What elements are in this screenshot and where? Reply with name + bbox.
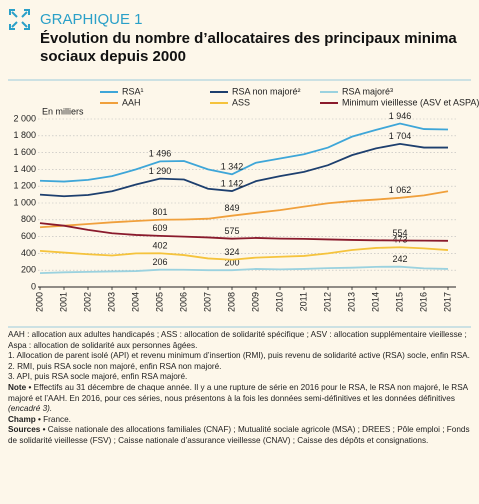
value-label: 402 [152, 241, 167, 251]
sources-text: Caisse nationale des allocations familia… [8, 425, 470, 445]
series-line [39, 142, 448, 198]
legend-label: RSA majoré³ [342, 86, 393, 96]
value-label: 575 [224, 226, 239, 236]
x-tick-label: 2016 [418, 292, 428, 312]
notes: AAH : allocation aux adultes handicapés … [8, 330, 471, 447]
x-tick-label: 2007 [202, 292, 212, 312]
abbreviations: AAH : allocation aux adultes handicapés … [8, 330, 467, 350]
x-tick-label: 2011 [298, 292, 308, 311]
note: Note • Effectifs au 31 décembre de chaqu… [8, 383, 471, 415]
x-tick-label: 2005 [154, 292, 164, 312]
champ-text: France. [43, 414, 71, 424]
x-tick-label: 2012 [322, 292, 332, 312]
x-tick-label: 2014 [370, 292, 380, 312]
value-label: 1 496 [149, 149, 172, 159]
x-tick-label: 2000 [34, 292, 44, 312]
x-tick-label: 2013 [346, 292, 356, 312]
x-tick-label: 2001 [58, 292, 68, 312]
y-tick-label: 1 400 [13, 164, 36, 174]
series-line [39, 122, 449, 183]
value-label: 801 [152, 207, 167, 217]
x-tick-label: 2009 [250, 292, 260, 312]
y-tick-label: 1 200 [13, 181, 36, 191]
series-line [39, 190, 449, 229]
legend-label: ASS [232, 97, 250, 107]
legend-label: RSA non majoré² [232, 86, 301, 96]
y-tick-label: 0 [31, 281, 36, 291]
series-line [39, 265, 449, 275]
title-box: Évolution du nombre d’allocataires des p… [40, 30, 457, 65]
value-label: 242 [392, 254, 407, 264]
y-tick-label: 1 800 [13, 130, 36, 140]
legend-label: RSA¹ [122, 86, 144, 96]
x-tick-label: 2008 [226, 292, 236, 312]
series-line [39, 246, 449, 261]
x-tick-label: 2003 [106, 292, 116, 312]
value-label: 1 142 [221, 178, 244, 188]
value-label: 1 290 [149, 166, 172, 176]
series-line [39, 222, 449, 242]
y-tick-label: 2 000 [13, 113, 36, 123]
sources-label: Sources • [8, 425, 46, 435]
footnote: 3. API, puis RSA socle majoré, enfin RSA… [8, 372, 188, 382]
chart-title: Évolution du nombre d’allocataires des p… [40, 30, 457, 65]
value-label: 1 342 [221, 162, 244, 172]
champ-label: Champ • [8, 414, 41, 424]
value-label: 206 [152, 257, 167, 267]
y-tick-label: 200 [21, 265, 36, 275]
y-axis-label: En milliers [42, 106, 84, 116]
y-tick-label: 600 [21, 231, 36, 241]
value-label: 849 [224, 203, 239, 213]
value-label: 554 [392, 228, 407, 238]
x-tick-label: 2004 [130, 292, 140, 312]
chart: GRAPHIQUE 1 Évolution du nombre d’alloca… [8, 9, 479, 328]
value-label: 324 [224, 247, 239, 257]
footnote: 2. RMI, puis RSA socle non majoré, enfin… [8, 361, 222, 371]
chart-label: GRAPHIQUE 1 [40, 11, 143, 28]
y-tick-label: 1 600 [13, 147, 36, 157]
y-tick-label: 1 000 [13, 197, 36, 207]
x-tick-label: 2002 [82, 292, 92, 312]
champ: Champ • France. [8, 415, 471, 426]
value-label: 1 946 [389, 111, 412, 121]
legend-label: Minimum vieillesse (ASV et ASPA) [342, 97, 479, 107]
x-tick-label: 2017 [442, 292, 452, 312]
sources: Sources • Caisse nationale des allocatio… [8, 425, 471, 446]
x-tick-label: 2010 [274, 292, 284, 312]
title-icon [9, 9, 30, 30]
note-ref: (encadré 3). [8, 404, 53, 414]
legend-label: AAH [122, 97, 141, 107]
y-tick-label: 800 [21, 214, 36, 224]
x-tick-label: 2006 [178, 292, 188, 312]
note-text: Effectifs au 31 décembre de chaque année… [8, 382, 468, 403]
value-label: 609 [152, 223, 167, 233]
value-label: 1 062 [389, 185, 412, 195]
y-tick-label: 400 [21, 248, 36, 258]
value-label: 1 704 [389, 131, 412, 141]
note-label: Note • [8, 382, 32, 392]
x-tick-label: 2015 [394, 292, 404, 312]
value-label: 200 [224, 258, 239, 268]
footnote: 1. Allocation de parent isolé (API) et r… [8, 351, 470, 361]
